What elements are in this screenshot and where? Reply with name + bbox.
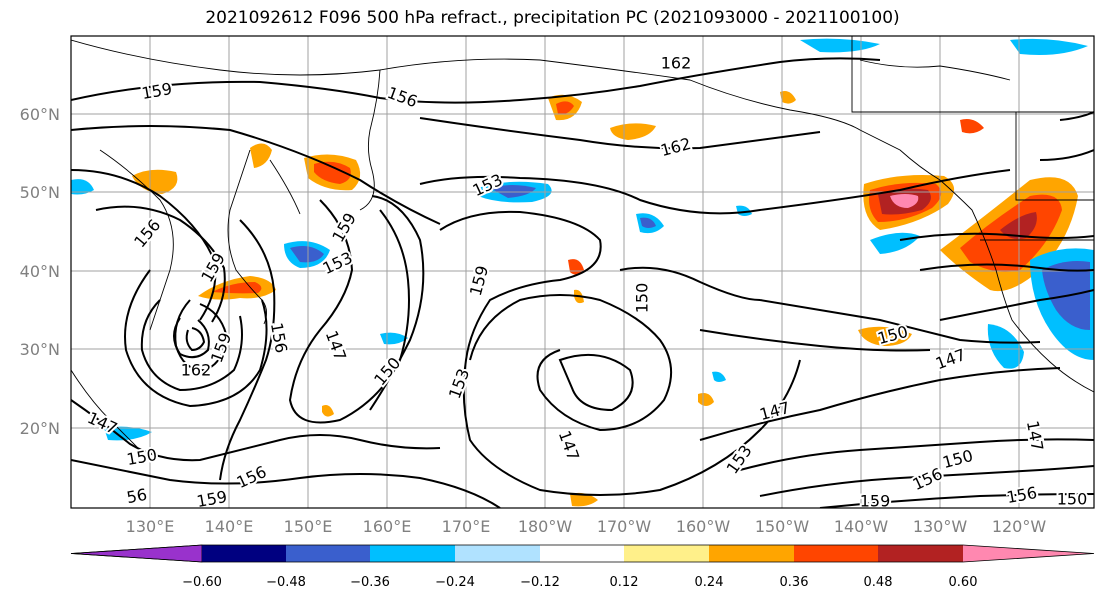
precip-blob xyxy=(610,123,656,140)
lat-label: 50°N xyxy=(20,183,60,202)
colorbar-outline xyxy=(70,544,1095,563)
precip-blob xyxy=(960,119,984,134)
contour-label: 150 xyxy=(1057,490,1088,509)
precip-blob xyxy=(322,405,334,417)
colorbar-extend-low xyxy=(70,544,203,563)
precip-blob xyxy=(1000,212,1037,239)
contour-label: 162 xyxy=(181,361,212,380)
precip-blob xyxy=(290,246,324,263)
precip-blob xyxy=(987,324,1024,369)
lon-label: 170°E xyxy=(442,517,491,536)
lat-label: 40°N xyxy=(20,262,60,281)
colorbar-tick-label: 0.36 xyxy=(780,575,809,590)
precip-blob xyxy=(780,91,796,104)
colorbar-segment xyxy=(540,545,624,562)
colorbar-extend-high xyxy=(963,545,1094,562)
refractivity-contours xyxy=(71,57,1094,508)
colorbar-segment xyxy=(878,545,963,562)
colorbar-tick-label: 0.60 xyxy=(949,575,978,590)
lat-axis: 60°N 50°N 40°N 30°N 20°N xyxy=(20,105,60,438)
precip-blob xyxy=(250,143,272,168)
figure-title: 2021092612 F096 500 hPa refract., precip… xyxy=(205,8,900,28)
colorbar-tick-label: −0.24 xyxy=(435,575,475,590)
lon-label: 140°E xyxy=(205,517,254,536)
colorbar-tick-label: 0.48 xyxy=(864,575,893,590)
contour-label: 56 xyxy=(125,485,148,507)
precip-fills xyxy=(71,38,1094,507)
map-frame xyxy=(70,35,1095,509)
lon-label: 150°W xyxy=(755,517,810,536)
precip-blob xyxy=(1010,38,1088,55)
colorbar-segment xyxy=(455,545,540,562)
lon-label: 170°W xyxy=(597,517,652,536)
colorbar-tick-label: −0.36 xyxy=(350,575,390,590)
colorbar-tick-label: −0.12 xyxy=(520,575,560,590)
lat-label: 20°N xyxy=(20,419,60,438)
lon-label: 160°E xyxy=(363,517,412,536)
contour-label: 162 xyxy=(661,54,692,73)
lon-axis: 130°E 140°E 150°E 160°E 170°E 180°W 170°… xyxy=(126,517,1047,536)
lon-label: 160°W xyxy=(676,517,731,536)
lon-label: 120°W xyxy=(992,517,1047,536)
lon-label: 130°W xyxy=(913,517,968,536)
contour-label: 150 xyxy=(633,283,652,314)
colorbar-ticks: −0.60 −0.48 −0.36 −0.24 −0.12 0.12 0.24 … xyxy=(182,575,977,590)
contour-label: 159 xyxy=(195,487,228,511)
precip-blob xyxy=(890,194,919,208)
precip-blob xyxy=(556,101,574,115)
lon-label: 130°E xyxy=(126,517,175,536)
precip-blob xyxy=(800,38,880,53)
precip-blob xyxy=(132,169,178,194)
precip-blob xyxy=(71,179,94,195)
graticule xyxy=(71,36,1094,508)
precip-blob xyxy=(858,326,912,346)
precip-blob xyxy=(570,492,598,507)
colorbar-segment xyxy=(370,545,455,562)
colorbar-segment xyxy=(286,545,370,562)
lat-label: 30°N xyxy=(20,340,60,359)
precip-blob xyxy=(314,161,351,184)
colorbar-tick-label: −0.60 xyxy=(182,575,222,590)
precip-blob xyxy=(640,217,656,228)
lon-label: 140°W xyxy=(834,517,889,536)
lon-label: 150°E xyxy=(284,517,333,536)
colorbar-tick-label: 0.12 xyxy=(610,575,639,590)
colorbar-segment xyxy=(202,545,286,562)
colorbar-tick-label: 0.24 xyxy=(695,575,724,590)
colorbar-segment xyxy=(624,545,709,562)
precip-blob xyxy=(712,371,726,382)
colorbar-segment xyxy=(709,545,794,562)
contour-label: 159 xyxy=(860,492,891,511)
colorbar-tick-label: −0.48 xyxy=(266,575,306,590)
colorbar xyxy=(70,544,1095,563)
lon-label: 180°W xyxy=(518,517,573,536)
colorbar-segment xyxy=(794,545,878,562)
coastlines xyxy=(71,36,1094,461)
precip-blob xyxy=(104,426,152,441)
lat-label: 60°N xyxy=(20,105,60,124)
precip-blob xyxy=(698,393,714,406)
